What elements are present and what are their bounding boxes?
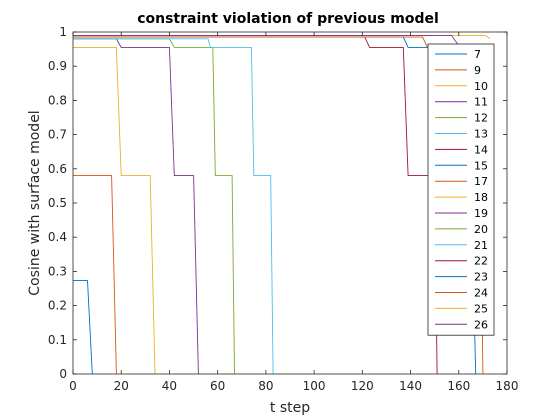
x-tick-label: 180: [496, 379, 519, 393]
y-tick-label: 0.2: [48, 299, 67, 313]
legend-label-23: 23: [474, 271, 488, 284]
x-tick-label: 0: [69, 379, 77, 393]
series-line-10: [73, 46, 156, 375]
series-line-7: [73, 280, 93, 375]
legend-label-17: 17: [474, 175, 488, 188]
x-tick-label: 140: [399, 379, 422, 393]
y-tick-label: 0.5: [48, 196, 67, 210]
x-tick-label: 120: [351, 379, 374, 393]
legend-label-24: 24: [474, 287, 488, 300]
legend-label-10: 10: [474, 80, 488, 93]
x-tick-label: 160: [447, 379, 470, 393]
x-tick-label: 80: [258, 379, 273, 393]
y-tick-label: 0.6: [48, 162, 67, 176]
x-tick-label: 100: [303, 379, 326, 393]
y-tick-label: 0.8: [48, 93, 67, 107]
x-axis-label: t step: [270, 400, 310, 416]
legend-label-11: 11: [474, 96, 488, 109]
x-tick-label: 60: [210, 379, 225, 393]
y-tick-label: 0.1: [48, 333, 67, 347]
legend-label-15: 15: [474, 159, 488, 172]
legend: 7 9 10 11 12 13 14 15 17 18 19 20 21 22 23 24 25 26: [427, 43, 495, 336]
x-tick-label: 20: [114, 379, 129, 393]
legend-label-20: 20: [474, 223, 488, 236]
legend-label-21: 21: [474, 239, 488, 252]
y-tick-label: 0: [59, 367, 67, 381]
legend-label-25: 25: [474, 302, 488, 315]
legend-label-19: 19: [474, 207, 488, 220]
legend-label-7: 7: [474, 48, 481, 61]
x-tick-label: 40: [162, 379, 177, 393]
legend-label-26: 26: [474, 318, 488, 331]
legend-label-9: 9: [474, 64, 481, 77]
y-tick-label: 1: [59, 25, 67, 39]
legend-label-14: 14: [474, 143, 488, 156]
legend-label-18: 18: [474, 191, 488, 204]
legend-label-22: 22: [474, 255, 488, 268]
legend-label-12: 12: [474, 112, 488, 125]
legend-label-13: 13: [474, 128, 488, 141]
y-tick-label: 0.9: [48, 59, 67, 73]
series-line-13: [73, 38, 274, 375]
legend-box: [427, 43, 495, 336]
y-tick-label: 0.7: [48, 128, 67, 142]
axes-layer: 0 20 40 60 80 100 120 140 160 18000.10.20.30.40.5…: [48, 25, 519, 393]
y-tick-label: 0.3: [48, 264, 67, 278]
y-tick-label: 0.4: [48, 230, 67, 244]
chart-title: constraint violation of previous model: [137, 11, 439, 27]
series-line-9: [73, 175, 117, 375]
y-axis-label: Cosine with surface model: [27, 110, 43, 295]
